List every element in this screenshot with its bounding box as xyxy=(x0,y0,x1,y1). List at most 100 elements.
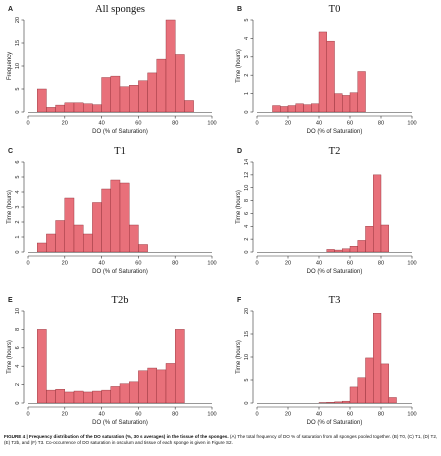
y-tick-label: 0 xyxy=(15,401,21,404)
y-axis-label: Time (hours) xyxy=(236,190,242,224)
x-tick-label: 60 xyxy=(135,261,141,267)
x-axis-label: DO (% of Saturation) xyxy=(307,420,363,426)
panel-letter: B xyxy=(237,6,242,13)
histogram-bar xyxy=(273,106,281,112)
x-axis-label: DO (% of Saturation) xyxy=(307,129,363,135)
x-axis-label: DO (% of Saturation) xyxy=(307,269,363,275)
histogram-bar xyxy=(327,249,335,252)
x-tick-label: 20 xyxy=(62,412,68,418)
histogram-bar xyxy=(92,105,101,112)
panel-letter: C xyxy=(8,148,13,155)
histogram-bar xyxy=(342,249,350,252)
x-tick-label: 40 xyxy=(316,412,322,418)
histogram-bar xyxy=(358,378,366,403)
x-tick-label: 80 xyxy=(172,412,178,418)
histogram-bar xyxy=(381,225,389,252)
x-tick-label: 100 xyxy=(407,412,416,418)
histogram-bar xyxy=(56,389,65,403)
histogram-bar xyxy=(111,180,120,252)
histogram-bar xyxy=(148,73,157,112)
histogram-bar xyxy=(83,234,92,252)
x-tick-label: 60 xyxy=(347,412,353,418)
y-tick-label: 15 xyxy=(244,331,250,337)
y-tick-label: 6 xyxy=(15,346,21,349)
histogram-bar xyxy=(56,105,65,112)
histogram-bar xyxy=(65,198,74,252)
y-tick-label: 6 xyxy=(15,160,21,163)
histogram-bar xyxy=(335,94,343,112)
histogram-bar xyxy=(296,104,304,112)
histogram-bar xyxy=(366,226,374,252)
panel-letter: F xyxy=(237,297,242,304)
histogram-bar xyxy=(358,240,366,252)
histogram-bar xyxy=(166,20,175,112)
histogram-bar xyxy=(148,368,157,403)
histogram-bar xyxy=(46,390,55,403)
histogram-bar xyxy=(138,81,147,112)
x-tick-label: 20 xyxy=(285,261,291,267)
y-tick-label: 8 xyxy=(244,199,250,202)
x-tick-label: 0 xyxy=(26,412,29,418)
histogram-bar xyxy=(366,358,374,403)
figure-caption: FIGURE 4 | Frequency distribution of the… xyxy=(4,434,438,447)
x-tick-label: 0 xyxy=(26,121,29,127)
histogram-bar xyxy=(373,175,381,252)
y-tick-label: 3 xyxy=(244,55,250,58)
histogram-bar xyxy=(37,329,46,403)
y-tick-label: 4 xyxy=(244,225,250,228)
histogram-bar xyxy=(157,59,166,112)
y-tick-label: 10 xyxy=(244,185,250,191)
histogram-bar xyxy=(65,392,74,403)
y-tick-label: 0 xyxy=(15,110,21,113)
histogram-bar xyxy=(138,245,147,253)
histogram-bar xyxy=(138,371,147,403)
y-tick-label: 5 xyxy=(244,378,250,381)
histogram-bar xyxy=(120,87,129,112)
histogram-bar xyxy=(335,250,343,252)
x-tick-label: 40 xyxy=(98,261,104,267)
histogram-bar xyxy=(319,32,327,112)
histogram-bar xyxy=(65,103,74,112)
histogram-bar xyxy=(129,382,138,403)
y-tick-label: 0 xyxy=(244,401,250,404)
y-axis-label: Frequency xyxy=(7,52,13,80)
histogram-bar xyxy=(389,397,397,403)
panel-title: All sponges xyxy=(95,4,145,15)
panel-letter: A xyxy=(8,6,13,13)
x-tick-label: 80 xyxy=(378,261,384,267)
histogram-bar xyxy=(102,390,111,403)
panel-letter: E xyxy=(8,297,13,304)
panel-e: E T2b 0 20 40 60 80 100 DO (% of Saturation) 0 2 4 6… xyxy=(7,295,217,426)
y-tick-label: 2 xyxy=(15,220,21,223)
histogram-bar xyxy=(327,41,335,112)
histogram-bar xyxy=(184,101,193,113)
histogram-bar xyxy=(350,387,358,403)
y-axis-label: Time (hours) xyxy=(7,340,13,374)
x-tick-label: 0 xyxy=(26,261,29,267)
y-tick-label: 12 xyxy=(244,172,250,178)
y-tick-label: 8 xyxy=(15,328,21,331)
histogram-bar xyxy=(46,234,55,252)
histogram-bar xyxy=(56,221,65,253)
y-tick-label: 5 xyxy=(244,18,250,21)
x-axis-label: DO (% of Saturation) xyxy=(92,269,148,275)
panel-b: B T0 0 20 40 60 80 100 DO (% of Saturation) 0 1 2 3 4… xyxy=(236,4,417,135)
histogram-bar xyxy=(120,384,129,403)
y-tick-label: 1 xyxy=(244,92,250,95)
y-tick-label: 2 xyxy=(15,383,21,386)
panel-d: D T2 0 20 40 60 80 100 DO (% of Saturation) 0 2 4 6 8… xyxy=(236,146,417,275)
y-tick-label: 20 xyxy=(15,17,21,23)
histogram-bar xyxy=(111,76,120,112)
histogram-bar xyxy=(335,402,343,403)
histogram-bar xyxy=(74,103,83,112)
histogram-bar xyxy=(342,95,350,112)
y-tick-label: 10 xyxy=(15,63,21,69)
y-tick-label: 2 xyxy=(244,74,250,77)
panel-f: F T3 0 20 40 60 80 100 DO (% of Saturation) 0 5 10 1… xyxy=(236,295,417,426)
x-tick-label: 100 xyxy=(407,121,416,127)
histogram-bar xyxy=(350,246,358,252)
histogram-bar xyxy=(304,105,312,112)
histogram-bar xyxy=(102,189,111,252)
y-tick-label: 0 xyxy=(244,110,250,113)
